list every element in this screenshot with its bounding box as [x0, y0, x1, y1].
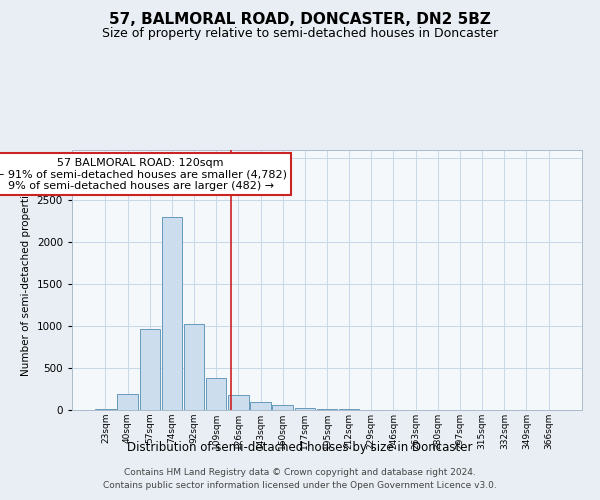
Bar — [228, 396, 248, 410]
Text: Distribution of semi-detached houses by size in Doncaster: Distribution of semi-detached houses by … — [127, 441, 473, 454]
Bar — [250, 402, 271, 410]
Bar — [161, 217, 182, 410]
Text: 57 BALMORAL ROAD: 120sqm
← 91% of semi-detached houses are smaller (4,782)
9% of: 57 BALMORAL ROAD: 120sqm ← 91% of semi-d… — [0, 158, 287, 191]
Bar — [272, 406, 293, 410]
Bar — [317, 408, 337, 410]
Y-axis label: Number of semi-detached properties: Number of semi-detached properties — [21, 184, 31, 376]
Bar — [295, 408, 315, 410]
Bar — [184, 324, 204, 410]
Bar — [118, 394, 138, 410]
Text: 57, BALMORAL ROAD, DONCASTER, DN2 5BZ: 57, BALMORAL ROAD, DONCASTER, DN2 5BZ — [109, 12, 491, 28]
Bar — [206, 378, 226, 410]
Text: Contains HM Land Registry data © Crown copyright and database right 2024.: Contains HM Land Registry data © Crown c… — [124, 468, 476, 477]
Bar — [339, 409, 359, 410]
Text: Size of property relative to semi-detached houses in Doncaster: Size of property relative to semi-detach… — [102, 28, 498, 40]
Bar — [140, 328, 160, 410]
Text: Contains public sector information licensed under the Open Government Licence v3: Contains public sector information licen… — [103, 480, 497, 490]
Bar — [95, 409, 116, 410]
